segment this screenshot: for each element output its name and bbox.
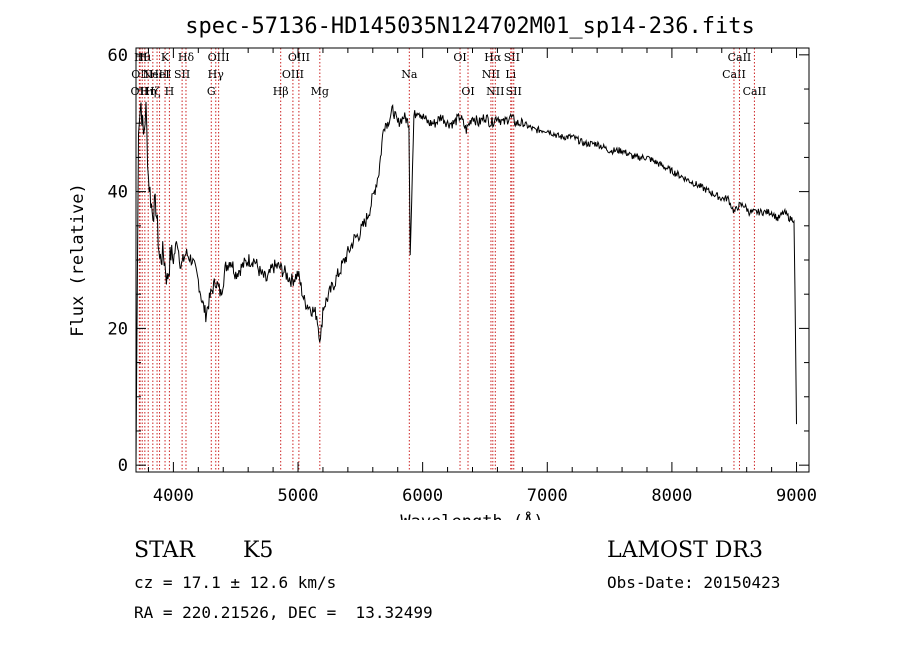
x-tick-label: 7000 bbox=[527, 486, 568, 506]
line-label: OII bbox=[131, 85, 149, 98]
line-label: Hζ bbox=[145, 85, 161, 98]
y-tick-label: 40 bbox=[108, 183, 128, 203]
spectrum-chart: spec-57136-HD145035N124702M01_sp14-236.f… bbox=[68, 14, 817, 520]
y-tick-label: 60 bbox=[108, 46, 128, 66]
line-label: SII bbox=[174, 68, 190, 81]
line-label: Hι bbox=[138, 51, 152, 64]
sky-coordinates: RA = 220.21526, DEC = 13.32499 bbox=[134, 603, 433, 622]
y-tick-label: 20 bbox=[108, 319, 128, 339]
line-label: SII bbox=[506, 85, 522, 98]
flux-line bbox=[135, 101, 797, 466]
line-label: Mg bbox=[311, 85, 329, 98]
line-label: OI bbox=[453, 51, 466, 64]
line-label: K bbox=[161, 51, 170, 64]
x-tick-label: 6000 bbox=[402, 486, 443, 506]
line-label: OIII bbox=[208, 51, 230, 64]
x-tick-label: 8000 bbox=[651, 486, 692, 506]
y-axis-label: Flux (relative) bbox=[68, 183, 88, 337]
line-label: H bbox=[165, 85, 175, 98]
line-label: CaII bbox=[743, 85, 767, 98]
line-label: NII bbox=[482, 68, 500, 81]
line-label: OI bbox=[461, 85, 474, 98]
line-label: Hα bbox=[484, 51, 502, 64]
survey-name: LAMOST DR3 bbox=[607, 538, 763, 563]
object-class: STAR bbox=[134, 538, 195, 563]
line-label: NII bbox=[486, 85, 504, 98]
y-tick-label: 0 bbox=[118, 456, 128, 476]
line-label: G bbox=[207, 85, 216, 98]
x-axis-label: Wavelength (Å) bbox=[400, 510, 543, 520]
axis-ticks: 4000 5000 6000 7000 8000 9000 0 20 40 60 bbox=[108, 46, 817, 506]
spectral-line-markers: OIIOIIHθHιHηHζNeIIIHeIKHSIIHδGHγOIIIHβOI… bbox=[131, 48, 767, 472]
flux-series bbox=[135, 101, 797, 466]
line-label: Hβ bbox=[273, 85, 289, 98]
line-label: OIII bbox=[288, 51, 310, 64]
line-label: Hθ bbox=[134, 51, 151, 64]
line-label: Hγ bbox=[208, 68, 225, 81]
line-label: Hη bbox=[140, 85, 156, 98]
x-tick-label: 4000 bbox=[153, 486, 194, 506]
redshift-velocity: cz = 17.1 ± 12.6 km/s bbox=[134, 573, 337, 592]
line-label: OIII bbox=[282, 68, 304, 81]
observation-date: Obs-Date: 20150423 bbox=[607, 573, 781, 592]
line-label: SII bbox=[504, 51, 520, 64]
line-label: NeIII bbox=[142, 68, 171, 81]
x-tick-label: 9000 bbox=[776, 486, 817, 506]
chart-title: spec-57136-HD145035N124702M01_sp14-236.f… bbox=[185, 14, 755, 39]
line-label: Li bbox=[505, 68, 516, 81]
line-label: Hδ bbox=[178, 51, 195, 64]
line-label: CaII bbox=[722, 68, 746, 81]
line-label: Na bbox=[401, 68, 418, 81]
line-label: CaII bbox=[728, 51, 752, 64]
line-label: HeI bbox=[149, 68, 169, 81]
plot-frame bbox=[135, 47, 810, 473]
x-tick-label: 5000 bbox=[278, 486, 319, 506]
object-subclass: K5 bbox=[243, 538, 274, 563]
